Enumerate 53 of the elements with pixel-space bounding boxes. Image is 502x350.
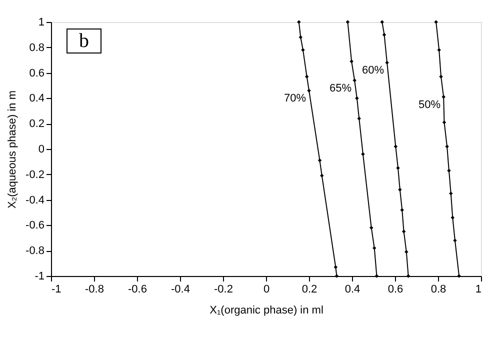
point <box>374 274 379 278</box>
point <box>437 48 441 52</box>
point <box>334 274 339 278</box>
y-tick-label: -0.6 <box>26 220 44 232</box>
y-tick-label: 1 <box>38 16 44 28</box>
point <box>352 78 356 82</box>
point <box>372 246 376 250</box>
y-tick-label: 0.6 <box>29 67 44 80</box>
point <box>346 20 350 24</box>
y-tick-label: 0.8 <box>29 42 44 54</box>
x-tick-label: -0.8 <box>85 284 104 296</box>
series-label: 60% <box>362 64 384 77</box>
y-tick-label: -1 <box>34 270 44 282</box>
x-tick-label: 0.8 <box>430 284 446 296</box>
point <box>442 95 446 99</box>
y-tick-label: 0.2 <box>29 118 44 130</box>
y-tick-label: 0.4 <box>29 92 44 105</box>
x-tick-label: 0.4 <box>344 284 360 296</box>
point <box>402 230 406 234</box>
y-tick-label: 0 <box>38 144 44 156</box>
point <box>334 265 338 269</box>
x-tick-label: 1 <box>475 284 482 296</box>
point <box>400 208 404 212</box>
x-tick-label: -0.4 <box>171 284 190 296</box>
point <box>450 216 454 220</box>
x-tick-label: 0.2 <box>302 284 318 296</box>
series-label: 50% <box>418 98 441 111</box>
y-tick-label: -0.2 <box>26 168 44 181</box>
point <box>385 60 389 65</box>
x-tick-label: -0.6 <box>128 284 147 296</box>
x-tick-label: -0.2 <box>214 284 233 296</box>
point <box>304 74 309 78</box>
point <box>398 188 402 192</box>
annotation: b <box>79 30 89 52</box>
point <box>449 192 453 196</box>
point <box>298 35 302 40</box>
y-tick-label: -0.8 <box>26 245 44 258</box>
x-tick-label: -1 <box>52 284 62 296</box>
point <box>404 250 408 254</box>
point <box>355 96 359 100</box>
x-tick-label: 0 <box>263 284 270 296</box>
point <box>394 144 398 148</box>
y-tick-label: -0.4 <box>26 194 44 206</box>
series-label: 65% <box>330 82 352 94</box>
point <box>406 274 410 278</box>
series-label: 70% <box>284 92 306 105</box>
point <box>320 174 324 178</box>
point <box>318 158 322 162</box>
point <box>350 60 354 64</box>
point <box>447 168 451 172</box>
x-tick-label: 0.6 <box>388 284 404 296</box>
y-axis-title: X₂(aqueous phase) in m <box>6 90 19 209</box>
x-axis-title: X₁(organic phase) in ml <box>210 304 324 316</box>
